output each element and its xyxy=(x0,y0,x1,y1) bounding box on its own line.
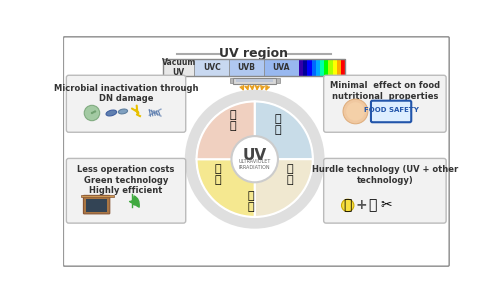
Bar xyxy=(163,59,194,76)
Circle shape xyxy=(342,199,354,212)
Text: 🥩
🐟: 🥩 🐟 xyxy=(248,191,254,212)
Text: Minimal  effect on food
nutritional  properties: Minimal effect on food nutritional prope… xyxy=(330,81,440,101)
Text: 🥗
🥜: 🥗 🥜 xyxy=(230,110,236,131)
Text: FOOD SAFETY: FOOD SAFETY xyxy=(364,107,418,113)
Text: Microbial inactivation through
DN damage: Microbial inactivation through DN damage xyxy=(54,84,199,103)
Text: 🥛
🧀: 🥛 🧀 xyxy=(286,164,293,185)
Circle shape xyxy=(84,105,100,121)
Text: 🔥: 🔥 xyxy=(368,198,376,212)
Bar xyxy=(233,78,276,84)
FancyBboxPatch shape xyxy=(324,158,446,223)
Bar xyxy=(86,199,108,212)
Text: UVB: UVB xyxy=(238,63,256,72)
Bar xyxy=(320,59,324,76)
Ellipse shape xyxy=(106,110,117,116)
FancyBboxPatch shape xyxy=(66,75,186,132)
Bar xyxy=(303,59,308,76)
Bar xyxy=(332,59,338,76)
Wedge shape xyxy=(196,101,254,159)
Wedge shape xyxy=(254,159,313,217)
Circle shape xyxy=(343,99,368,124)
Bar xyxy=(236,79,274,82)
Bar xyxy=(229,59,264,76)
Circle shape xyxy=(346,102,365,121)
FancyArrowPatch shape xyxy=(130,196,139,207)
Circle shape xyxy=(92,111,94,113)
Bar xyxy=(312,59,316,76)
Text: 🍊
🧃: 🍊 🧃 xyxy=(274,114,281,135)
Text: Less operation costs
Green technology
Highly efficient: Less operation costs Green technology Hi… xyxy=(78,165,174,195)
Text: 🥚
🍹: 🥚 🍹 xyxy=(214,164,221,185)
Bar xyxy=(230,78,233,83)
Text: UVA: UVA xyxy=(272,63,290,72)
Bar xyxy=(328,59,333,76)
FancyBboxPatch shape xyxy=(84,195,110,214)
Bar xyxy=(341,59,346,76)
Text: Vacuum
UV: Vacuum UV xyxy=(162,58,196,77)
Bar xyxy=(194,59,229,76)
Circle shape xyxy=(232,136,278,182)
FancyBboxPatch shape xyxy=(64,37,449,266)
Text: Hurdle technology (UV + other
technology): Hurdle technology (UV + other technology… xyxy=(312,165,458,185)
FancyBboxPatch shape xyxy=(66,158,186,223)
Wedge shape xyxy=(196,159,254,217)
Text: UV region: UV region xyxy=(220,47,288,60)
Text: +: + xyxy=(356,198,368,212)
Bar xyxy=(308,59,312,76)
Bar xyxy=(299,59,304,76)
Circle shape xyxy=(94,110,96,112)
Bar xyxy=(276,78,280,83)
Ellipse shape xyxy=(118,109,128,114)
Bar xyxy=(324,59,329,76)
Circle shape xyxy=(91,112,93,114)
Bar xyxy=(264,59,299,76)
Bar xyxy=(337,59,342,76)
Text: UV: UV xyxy=(242,148,267,163)
FancyBboxPatch shape xyxy=(371,101,411,122)
Wedge shape xyxy=(254,101,313,159)
Text: 💡: 💡 xyxy=(344,198,352,212)
Text: ✂: ✂ xyxy=(380,198,392,212)
Text: ULTRAVIOLET
IRRADIATION: ULTRAVIOLET IRRADIATION xyxy=(238,159,271,170)
Bar xyxy=(81,195,114,197)
FancyBboxPatch shape xyxy=(324,75,446,132)
Text: UVC: UVC xyxy=(203,63,220,72)
Bar xyxy=(316,59,320,76)
